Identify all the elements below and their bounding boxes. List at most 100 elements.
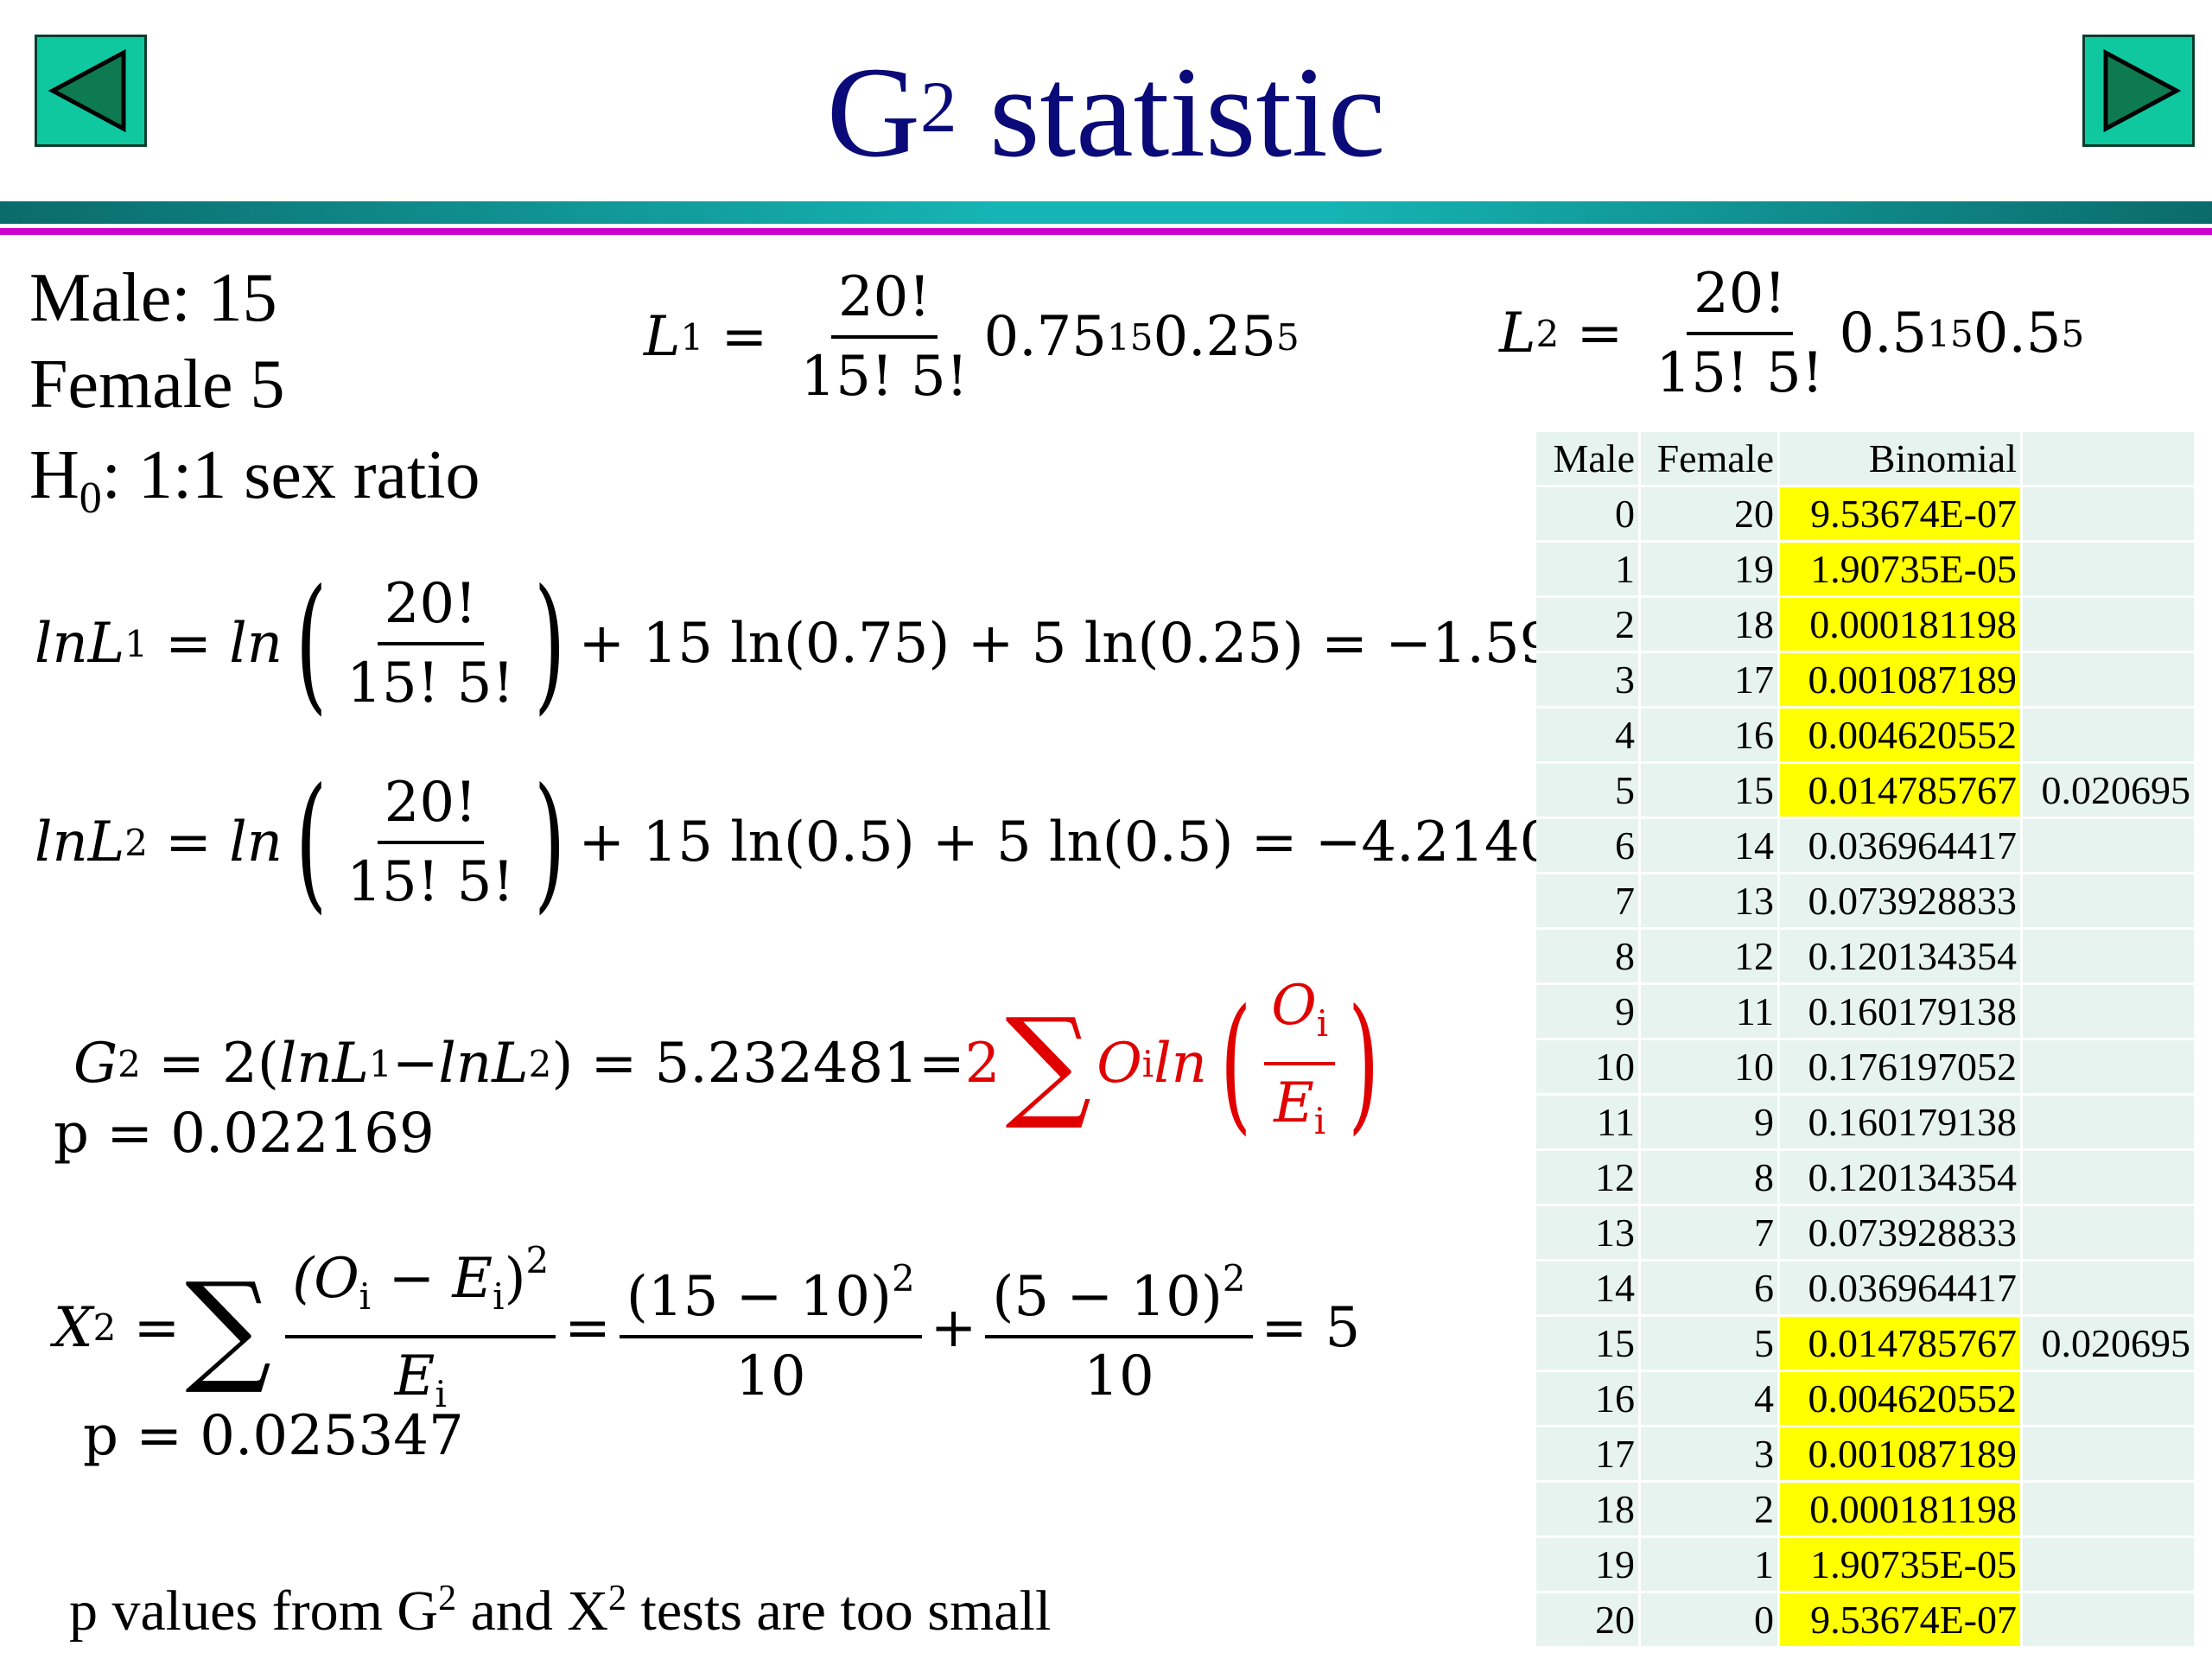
g2-p-value: p = 0.022169 [54,1102,435,1166]
cell-tail-sum [2023,1593,2196,1649]
cell-female: 17 [1641,653,1780,709]
log-likelihood-l1: lnL 1 = ln ( 20! 15! 5! ) + 15 ln(0.75) + … [35,558,1661,729]
cell-tail-sum [2023,874,2196,930]
table-row: 18 2 0.000181198 [1536,1483,2196,1538]
cell-tail-sum: 0.020695 [2023,1317,2196,1372]
previous-slide-button[interactable] [35,35,147,147]
cell-male: 19 [1536,1538,1641,1593]
table-row: 11 9 0.160179138 [1536,1096,2196,1151]
column-header-male: Male [1536,432,1641,487]
cell-binomial: 0.001087189 [1780,1427,2023,1483]
cell-tail-sum [2023,930,2196,985]
cell-male: 1 [1536,543,1641,598]
cell-tail-sum [2023,1151,2196,1206]
cell-binomial: 9.53674E-07 [1780,1593,2023,1649]
cell-female: 11 [1641,985,1780,1040]
next-slide-button[interactable] [2082,35,2195,147]
cell-female: 2 [1641,1483,1780,1538]
table-row: 2 18 0.000181198 [1536,598,2196,653]
table-row: 20 0 9.53674E-07 [1536,1593,2196,1649]
cell-binomial: 0.176197052 [1780,1040,2023,1096]
cell-tail-sum [2023,1483,2196,1538]
column-header-female: Female [1641,432,1780,487]
cell-binomial: 0.014785767 [1780,1317,2023,1372]
title-divider [0,201,2212,224]
cell-male: 10 [1536,1040,1641,1096]
cell-male: 6 [1536,819,1641,874]
column-header-binomial: Binomial [1780,432,2023,487]
table-row: 14 6 0.036964417 [1536,1262,2196,1317]
table-row: 17 3 0.001087189 [1536,1427,2196,1483]
column-header-tail-sum [2023,432,2196,487]
table-row: 10 10 0.176197052 [1536,1040,2196,1096]
cell-female: 5 [1641,1317,1780,1372]
cell-male: 14 [1536,1262,1641,1317]
cell-male: 20 [1536,1593,1641,1649]
cell-binomial: 0.014785767 [1780,764,2023,819]
cell-female: 20 [1641,487,1780,543]
cell-female: 0 [1641,1593,1780,1649]
cell-male: 2 [1536,598,1641,653]
cell-male: 15 [1536,1317,1641,1372]
cell-male: 4 [1536,709,1641,764]
log-likelihood-l2: lnL 2 = ln ( 20! 15! 5! ) + 15 ln(0.5) + 5… [35,757,1591,928]
cell-female: 19 [1641,543,1780,598]
cell-binomial: 0.120134354 [1780,930,2023,985]
cell-binomial: 0.000181198 [1780,598,2023,653]
cell-binomial: 0.160179138 [1780,985,2023,1040]
table-row: 19 1 1.90735E-05 [1536,1538,2196,1593]
cell-tail-sum [2023,709,2196,764]
cell-tail-sum [2023,1096,2196,1151]
cell-tail-sum [2023,1262,2196,1317]
cell-male: 17 [1536,1427,1641,1483]
title-divider-accent [0,228,2212,235]
binomial-probability-table: Male Female Binomial 0 20 9.53674E-07 1 19 1.… [1536,432,2196,1649]
cell-tail-sum [2023,1372,2196,1427]
cell-male: 3 [1536,653,1641,709]
female-count: Female 5 [29,346,285,423]
table-row: 1 19 1.90735E-05 [1536,543,2196,598]
cell-male: 13 [1536,1206,1641,1262]
cell-tail-sum [2023,598,2196,653]
cell-binomial: 0.000181198 [1780,1483,2023,1538]
cell-female: 1 [1641,1538,1780,1593]
cell-tail-sum [2023,819,2196,874]
table-row: 4 16 0.004620552 [1536,709,2196,764]
table-row: 7 13 0.073928833 [1536,874,2196,930]
cell-female: 12 [1641,930,1780,985]
arrow-right-icon [2103,48,2182,133]
null-hypothesis: H0: 1:1 sex ratio [29,437,480,523]
cell-female: 8 [1641,1151,1780,1206]
table-row: 5 15 0.014785767 0.020695 [1536,764,2196,819]
table-row: 16 4 0.004620552 [1536,1372,2196,1427]
cell-tail-sum [2023,1538,2196,1593]
table-header-row: Male Female Binomial [1536,432,2196,487]
cell-female: 7 [1641,1206,1780,1262]
cell-female: 14 [1641,819,1780,874]
cell-male: 16 [1536,1372,1641,1427]
cell-tail-sum [2023,487,2196,543]
table-row: 6 14 0.036964417 [1536,819,2196,874]
cell-tail-sum [2023,1427,2196,1483]
cell-binomial: 1.90735E-05 [1780,1538,2023,1593]
cell-binomial: 0.004620552 [1780,709,2023,764]
cell-female: 3 [1641,1427,1780,1483]
cell-female: 6 [1641,1262,1780,1317]
cell-male: 5 [1536,764,1641,819]
cell-female: 18 [1641,598,1780,653]
cell-binomial: 9.53674E-07 [1780,487,2023,543]
table-row: 9 11 0.160179138 [1536,985,2196,1040]
cell-binomial: 0.073928833 [1780,1206,2023,1262]
conclusion-note: p values from G2 and X2 tests are too sm… [69,1579,1052,1643]
arrow-left-icon [48,48,126,133]
cell-tail-sum: 0.020695 [2023,764,2196,819]
cell-female: 16 [1641,709,1780,764]
cell-tail-sum [2023,653,2196,709]
cell-binomial: 0.120134354 [1780,1151,2023,1206]
table-row: 0 20 9.53674E-07 [1536,487,2196,543]
